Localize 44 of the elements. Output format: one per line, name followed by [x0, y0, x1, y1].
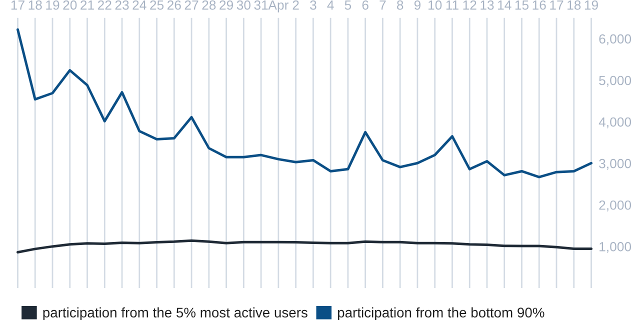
- x-tick-label: 22: [98, 0, 112, 10]
- y-tick-label: 5,000: [599, 76, 632, 87]
- x-tick-label: 15: [515, 0, 529, 10]
- x-tick-label: 18: [28, 0, 42, 10]
- line-series: [16, 239, 593, 254]
- x-tick-label: 2: [292, 0, 299, 10]
- x-tick-label: 9: [414, 0, 421, 10]
- x-tick-label: 17: [550, 0, 564, 10]
- y-tick-label: 1,000: [600, 242, 632, 253]
- x-tick-label: 24: [132, 0, 146, 10]
- x-tick-label: 21: [80, 0, 94, 10]
- x-tick-label: 8: [396, 0, 404, 10]
- x-tick-label: 12: [463, 0, 476, 10]
- legend-label: participation from the 5% most active users: [43, 307, 308, 320]
- x-tick-label: Apr: [268, 0, 288, 12]
- x-tick-label: 6: [362, 0, 368, 10]
- x-tick-label: 7: [380, 0, 386, 10]
- x-tick-label: 16: [532, 0, 546, 10]
- x-tick-label: 30: [236, 0, 250, 10]
- x-tick-label: 25: [150, 0, 164, 10]
- y-tick-label: 6,000: [599, 34, 632, 46]
- x-tick-label: 26: [167, 0, 181, 10]
- x-tick-label: 18: [568, 0, 581, 10]
- x-tick-label: 31: [254, 0, 268, 10]
- x-tick-label: 19: [46, 0, 60, 10]
- y-tick-label: 4,000: [598, 117, 632, 128]
- x-tick-label: 10: [428, 0, 442, 10]
- x-tick-label: 20: [63, 0, 77, 10]
- line-series: [16, 28, 593, 178]
- x-tick-label: 19: [584, 0, 598, 10]
- x-tick-label: 4: [327, 0, 334, 10]
- x-tick-label: 17: [11, 0, 24, 10]
- x-tick-label: 28: [202, 0, 216, 10]
- y-tick-label: 3,000: [599, 158, 632, 170]
- x-tick-label: 13: [480, 0, 494, 10]
- x-tick-label: 3: [310, 0, 316, 10]
- x-tick-label: 27: [184, 0, 198, 10]
- x-tick-label: 11: [446, 0, 458, 10]
- x-tick-label: 23: [115, 0, 129, 10]
- x-tick-label: 5: [344, 0, 352, 10]
- y-tick-label: 2,000: [599, 200, 632, 212]
- x-tick-label: 14: [498, 0, 512, 10]
- legend-label: participation from the bottom 90%: [338, 307, 544, 320]
- x-tick-label: 29: [220, 0, 234, 10]
